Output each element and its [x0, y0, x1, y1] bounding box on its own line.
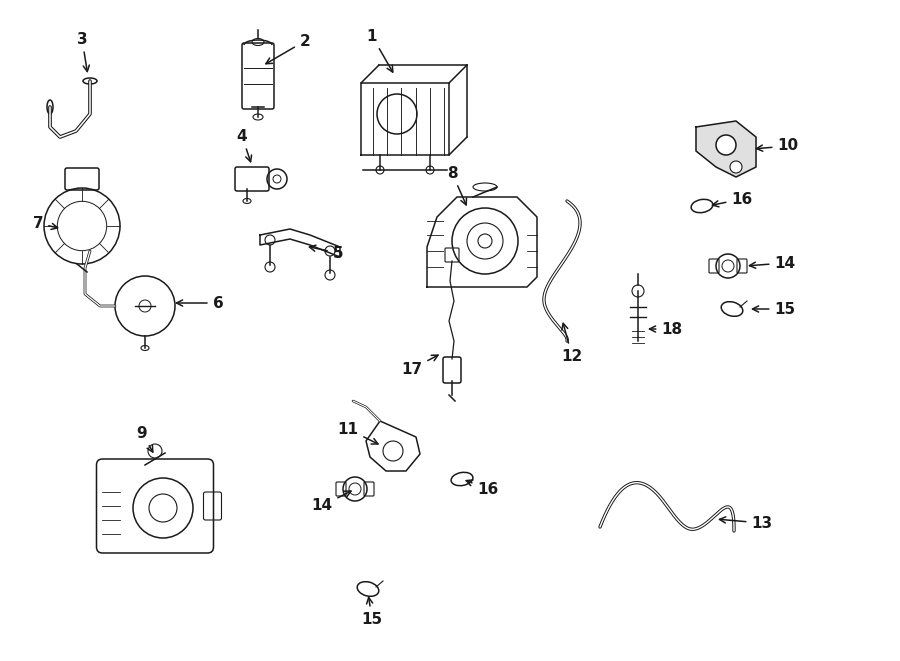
- Text: 4: 4: [237, 128, 251, 162]
- Text: 2: 2: [266, 34, 310, 63]
- Text: 3: 3: [76, 32, 89, 71]
- Text: 18: 18: [650, 321, 682, 336]
- Text: 7: 7: [32, 215, 58, 231]
- Text: 12: 12: [562, 323, 582, 364]
- Text: 15: 15: [362, 598, 382, 627]
- Text: 9: 9: [137, 426, 153, 452]
- Text: 15: 15: [752, 301, 796, 317]
- Text: 14: 14: [750, 256, 796, 270]
- Circle shape: [730, 161, 742, 173]
- Text: 11: 11: [338, 422, 378, 444]
- Text: 16: 16: [713, 192, 752, 207]
- Text: 6: 6: [176, 295, 223, 311]
- Text: 16: 16: [466, 480, 499, 496]
- Text: 17: 17: [401, 355, 438, 377]
- Polygon shape: [696, 121, 756, 177]
- Text: 8: 8: [446, 165, 466, 205]
- Text: 13: 13: [719, 516, 772, 531]
- Text: 1: 1: [367, 28, 392, 72]
- Text: 14: 14: [311, 491, 351, 514]
- Circle shape: [716, 135, 736, 155]
- Text: 10: 10: [757, 139, 798, 153]
- Text: 5: 5: [310, 245, 343, 260]
